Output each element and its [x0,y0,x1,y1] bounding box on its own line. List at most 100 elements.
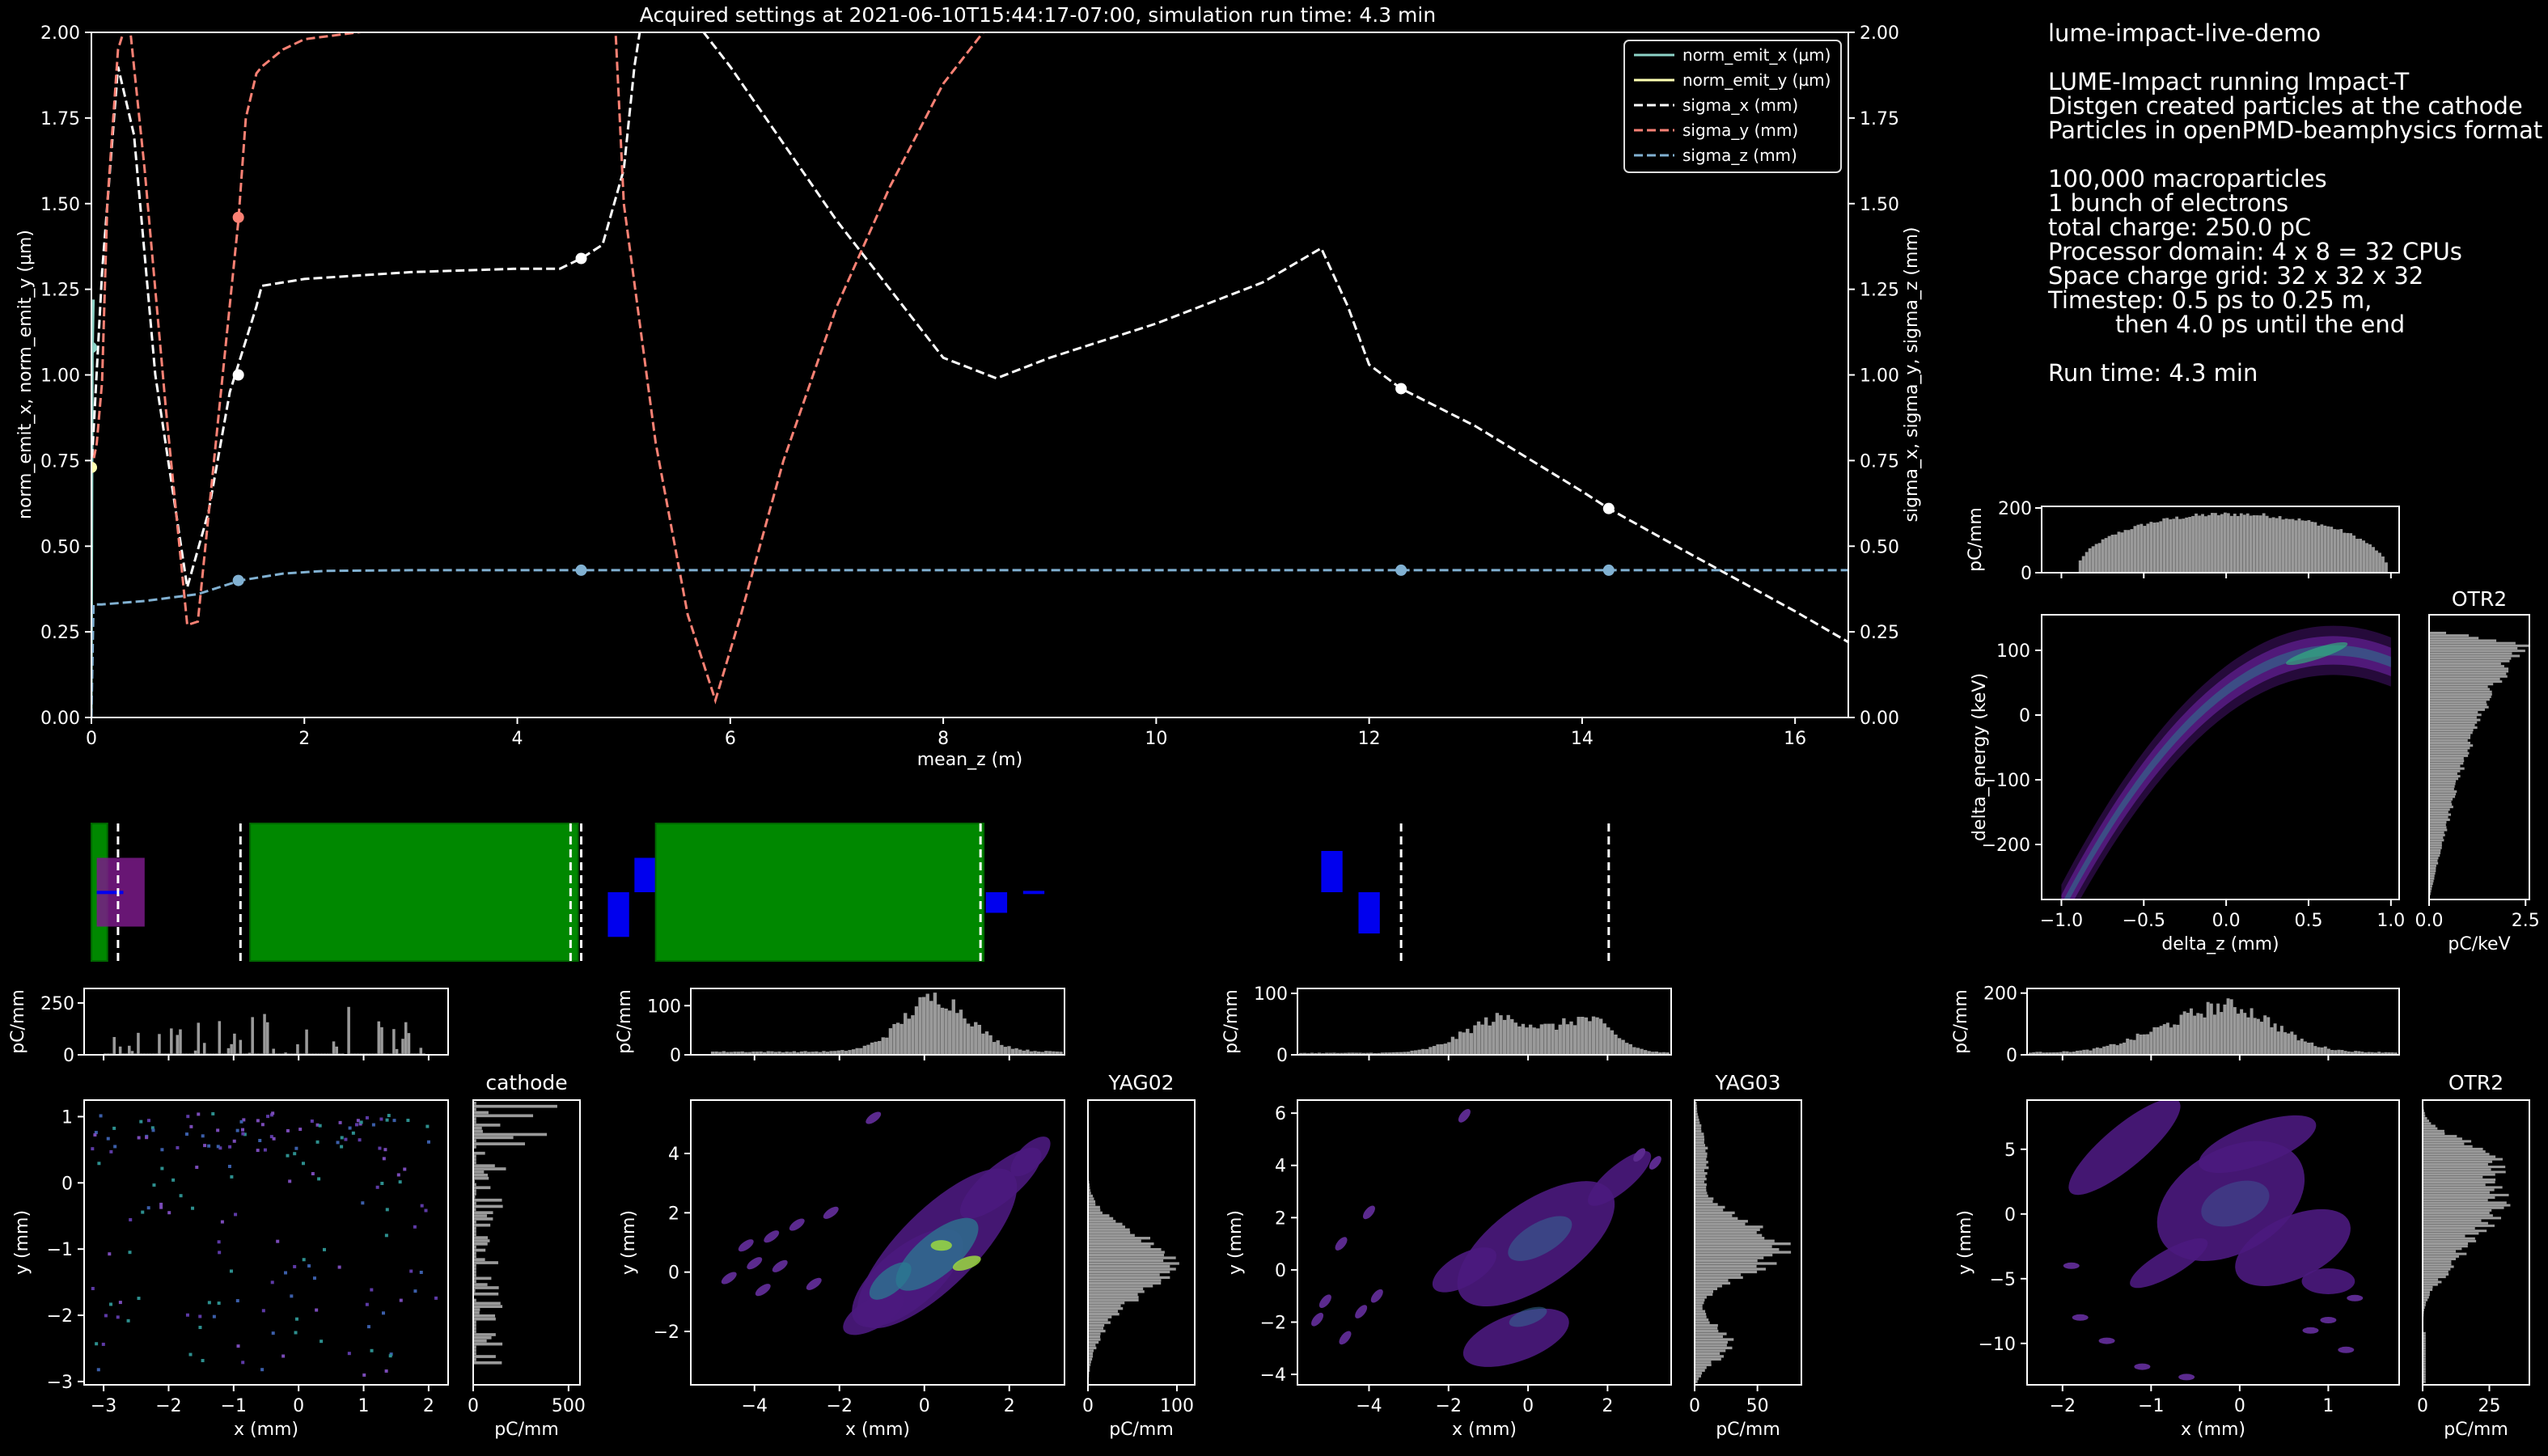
cathode-top-hist-bar [158,1034,161,1055]
otr2_long-ytick-label: 0 [2019,706,2030,726]
otr2_long-right-hist-bar [2429,872,2436,875]
yag02-right-hist-bar [1088,1327,1104,1330]
otr2_xy-right-hist-bar [2423,1344,2426,1348]
yag03-yticks: −4 −2 0 2 4 6 [1260,1104,1297,1386]
otr2_xy-top-hist-bar [2276,1031,2280,1055]
yag03-right-hist-bar [1695,1242,1791,1246]
yag03-right-hist-bar [1695,1222,1746,1225]
yag03-frame [1297,1099,1672,1386]
cathode-particle [420,1204,424,1208]
yag02-top-frame [690,988,1065,1056]
otr2_long-ylabel: delta_energy (keV) [1970,673,1990,841]
yag02-top-hist-bar [1029,1051,1034,1055]
otr2_long-right-hist-bar [2429,836,2444,840]
otr2_xy-top-hist-bar [2102,1046,2106,1055]
cathode-particle [413,1289,417,1293]
yag03-top-hist-bar [1299,1052,1303,1055]
yag03-ytick-label: −4 [1260,1365,1286,1386]
cathode-top-hist-bar [401,1039,404,1055]
cathode-particle [294,1331,298,1335]
yag02-right-hist-bar [1088,1302,1125,1305]
yag03-top-hist-bar [1658,1052,1662,1055]
yag03-right-hist-bar [1695,1335,1723,1339]
otr2_xy-top-hist-bar [2323,1046,2327,1055]
otr2_long-right-hist-bar [2429,857,2439,860]
otr2_xy-right-hist-bar [2423,1291,2430,1294]
otr2_long-right-hist-bar [2429,760,2465,763]
yag02-right-hist-bar [1088,1242,1154,1246]
yag02-right-hist-bar [1088,1344,1096,1347]
otr2_long-right-hist-bar [2429,793,2456,796]
main-chart-title: Acquired settings at 2021-06-10T15:44:17… [640,3,1436,27]
yag02-top-hist-bar [773,1052,778,1055]
cathode-top-frame [83,988,449,1056]
cathode-particle [236,1344,240,1348]
yag03-top-hist-bar [1361,1052,1366,1055]
yag03-top-hist-bar [1584,1017,1589,1055]
cathode-particle [389,1352,393,1357]
cathode-particle [294,1146,298,1150]
otr2_xy-right-hist-bar [2423,1263,2452,1266]
otr2-xy-beam-core [2201,1180,2270,1227]
cathode-particle [188,1352,193,1357]
yag02-right-hist-bar [1088,1279,1162,1282]
main-xtick-label: 8 [938,729,949,749]
yag02-beam-peak [952,1255,981,1271]
otr2_long-top-hist-bar [2088,548,2092,573]
cathode-right-hist-bar [473,1236,489,1239]
yag03-top-hist-bar [1343,1052,1348,1055]
yag02-top-hist-bar [718,1052,722,1055]
yag03-right-histogram: 0 50 [1689,1102,1792,1416]
cathode-particle [229,1269,233,1273]
cathode-right-xtick-label: 0 [468,1396,479,1416]
yag02-top-ytick-label: 100 [647,997,681,1017]
yag03-top-hist-bar [1610,1030,1615,1055]
yag03-top-hist-bar [1302,1052,1306,1055]
yag02-top-hist-bar [878,1040,882,1055]
otr2_long-right-hist-bar [2429,698,2490,701]
main-xticks: 0 2 4 6 8 10 12 14 16 [86,717,1806,749]
cathode-particle [151,1128,155,1132]
otr2_xy-top-hist-bar [2364,1052,2368,1055]
yag02-top-hist-bar [904,1013,908,1055]
cathode-right-hist-bar [473,1352,476,1356]
otr2_long-right-xtick-label: 0.0 [2415,911,2444,931]
main-ylabel-right: sigma_x, sigma_y, sigma_z (mm) [1902,227,1922,523]
cathode-particle [398,1180,402,1184]
otr2_xy-top-hist-bar [2203,1017,2207,1055]
cathode-particle [358,1122,362,1126]
yag03-top-hist-bar [1466,1028,1470,1055]
otr2_xy-top-hist-bar [2193,1015,2197,1055]
cathode-particle [201,1134,205,1138]
otr2_xy-right-hist-bar [2423,1201,2507,1204]
cathode-particle [241,1132,245,1136]
cathode-right-hist-bar [473,1330,476,1333]
otr2_xy-right-hist-bar [2423,1153,2490,1156]
yag03-top-hist-bar [1572,1025,1577,1055]
otr2_xy-top-hist-bar [2076,1050,2079,1055]
otr2_xy-right-hist-bar [2423,1303,2426,1306]
yag02-top-hist-bar [763,1052,767,1055]
cathode-xtick-label: −1 [221,1396,247,1416]
yag03-right-hist-bar [1695,1318,1709,1322]
otr2_xy-right-hist-bar [2423,1232,2479,1235]
yag03-top-hist-bar [1340,1052,1344,1055]
otr2_long-top-histogram: 0 200 [1998,499,2392,584]
cathode-particle [261,1309,265,1313]
otr2_xy-top-hist-bar [2260,1022,2263,1055]
cathode-ytick-label: −2 [47,1306,73,1327]
otr2_xy-top-hist-bar [2250,1008,2254,1055]
cathode-top-hist-bar [305,1029,308,1055]
otr2_long-top-hist-bar [2258,515,2262,573]
yag03-top-hist-bar [1621,1039,1625,1055]
cathode-right-histogram: 0 500 [468,1102,586,1416]
main-xtick-label: 14 [1571,729,1594,749]
cathode-particle [211,1111,215,1115]
otr2_xy-top-hist-bar [2129,1039,2133,1055]
yag03-right-hist-bar [1695,1369,1705,1372]
cathode-particle [258,1138,262,1142]
otr2_xy-right-hist-bar [2423,1270,2449,1273]
yag03-right-hist-bar [1695,1141,1704,1145]
otr2_xy-right-hist-bar [2423,1257,2457,1260]
otr2_long-top-hist-bar [2236,515,2240,573]
